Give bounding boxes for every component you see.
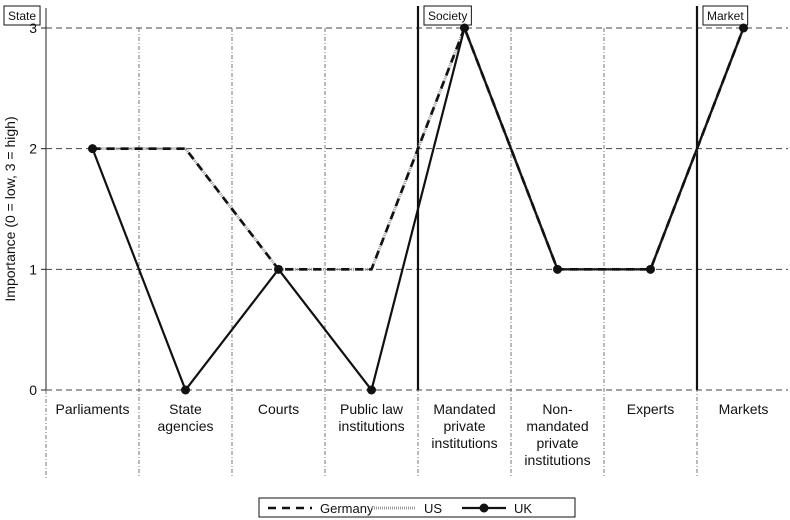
data-point-uk-5 (553, 264, 562, 274)
data-point-uk-1 (181, 385, 190, 395)
x-tick-label-line: institutions (524, 452, 590, 468)
x-tick-label-line: Courts (258, 401, 299, 417)
legend-marker-uk (479, 503, 489, 513)
section-label-state: State (8, 9, 36, 23)
x-tick-label-7: Markets (719, 401, 769, 417)
legend-label-germany: Germany (320, 501, 374, 516)
x-tick-label-0: Parliaments (56, 401, 130, 417)
data-point-uk-4 (460, 23, 469, 33)
x-tick-label-line: private (536, 435, 578, 451)
y-axis-label: Importance (0 = low, 3 = high) (2, 116, 18, 301)
x-tick-label-3: Public law institutions (338, 401, 404, 434)
x-tick-label-line: mandated (526, 418, 588, 434)
x-tick-label-line: Public law (340, 401, 404, 417)
data-point-uk-2 (274, 264, 283, 274)
section-label-market: Market (707, 9, 744, 23)
legend-label-us: US (424, 501, 442, 516)
y-tick-label-1: 1 (29, 261, 37, 277)
x-tick-label-1: State agencies (157, 401, 213, 434)
x-tick-label-line: private (443, 418, 485, 434)
section-label-box-1 (423, 5, 472, 26)
x-tick-label-line: Non- (542, 401, 573, 417)
x-tick-label-line: Mandated (433, 401, 495, 417)
series-line-uk (91, 26, 745, 392)
y-tick-label-0: 0 (29, 382, 37, 398)
x-tick-label-4: Mandated private institutions (431, 401, 497, 451)
x-tick-label-line: Parliaments (56, 401, 130, 417)
legend-label-uk: UK (514, 501, 532, 516)
section-label-society: Society (428, 9, 467, 23)
legend-box (258, 497, 576, 518)
data-point-uk-7 (739, 23, 748, 33)
legend: Germany US UK (258, 497, 576, 518)
x-tick-label-line: institutions (431, 435, 497, 451)
section-label-box-2 (702, 5, 749, 26)
data-point-uk-6 (646, 264, 655, 274)
x-tick-label-5: Non-mandated private institutions (524, 401, 590, 468)
data-point-uk-3 (367, 385, 376, 395)
x-tick-label-line: agencies (157, 418, 213, 434)
section-label-box-0 (3, 5, 41, 26)
x-tick-label-2: Courts (258, 401, 299, 417)
x-tick-label-6: Experts (627, 401, 674, 417)
y-tick-label-3: 3 (29, 20, 37, 36)
y-tick-label-2: 2 (29, 141, 37, 157)
x-tick-label-line: Markets (719, 401, 769, 417)
x-tick-label-line: State (169, 401, 202, 417)
data-point-uk-0 (88, 144, 97, 154)
x-tick-label-line: institutions (338, 418, 404, 434)
series-line-germany (92, 26, 745, 271)
x-tick-label-line: Experts (627, 401, 674, 417)
